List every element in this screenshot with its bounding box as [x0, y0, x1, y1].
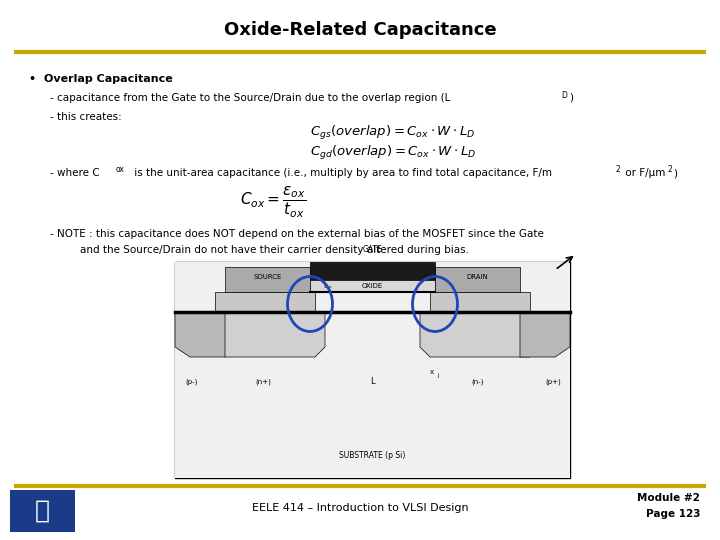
Text: $C_{gs}(overlap) = C_{ox} \cdot W \cdot L_D$: $C_{gs}(overlap) = C_{ox} \cdot W \cdot …: [310, 124, 475, 142]
Text: 2: 2: [615, 165, 620, 174]
Polygon shape: [215, 312, 325, 357]
Text: Overlap Capacitance: Overlap Capacitance: [44, 74, 173, 84]
Bar: [215, 292, 315, 322]
Text: j: j: [437, 373, 438, 377]
Text: (p+): (p+): [545, 379, 561, 385]
Text: - NOTE : this capacitance does NOT depend on the external bias of the MOSFET sin: - NOTE : this capacitance does NOT depen…: [50, 229, 544, 239]
Text: GATE: GATE: [363, 246, 382, 254]
Bar: [175, 262, 570, 478]
Text: $C_{ox} = \dfrac{\varepsilon_{ox}}{t_{ox}}$: $C_{ox} = \dfrac{\varepsilon_{ox}}{t_{ox…: [240, 185, 306, 220]
Text: tₒₓ: tₒₓ: [323, 283, 333, 289]
Text: and the Source/Drain do not have their carrier density altered during bias.: and the Source/Drain do not have their c…: [80, 245, 469, 255]
Text: (n+): (n+): [255, 379, 271, 385]
Text: (p-): (p-): [186, 379, 198, 385]
Text: •: •: [28, 74, 35, 84]
Bar: [435, 267, 520, 292]
FancyBboxPatch shape: [10, 490, 75, 532]
Text: - this creates:: - this creates:: [50, 112, 122, 122]
Text: SUBSTRATE (p Si): SUBSTRATE (p Si): [339, 451, 405, 461]
Text: $C_{gd}(overlap) = C_{ox} \cdot W \cdot L_D$: $C_{gd}(overlap) = C_{ox} \cdot W \cdot …: [310, 144, 477, 162]
Text: or F/μm: or F/μm: [622, 168, 665, 178]
Text: Module #2: Module #2: [637, 493, 700, 503]
Text: ox: ox: [116, 165, 125, 174]
Bar: [225, 267, 310, 292]
Polygon shape: [520, 312, 570, 357]
Bar: [310, 280, 435, 292]
Text: Oxide-Related Capacitance: Oxide-Related Capacitance: [224, 21, 496, 39]
Text: ): ): [673, 168, 677, 178]
Bar: [430, 292, 530, 322]
Text: OXIDE: OXIDE: [362, 283, 383, 289]
Text: 🐈: 🐈: [35, 499, 50, 523]
Text: EELE 414 – Introduction to VLSI Design: EELE 414 – Introduction to VLSI Design: [252, 503, 468, 513]
Bar: [175, 262, 570, 478]
Text: DRAIN: DRAIN: [467, 274, 488, 280]
Text: L: L: [370, 377, 375, 387]
Text: 2: 2: [667, 165, 672, 174]
Text: SOURCE: SOURCE: [253, 274, 282, 280]
Text: - where C: - where C: [50, 168, 99, 178]
Text: is the unit-area capacitance (i.e., multiply by area to find total capacitance, : is the unit-area capacitance (i.e., mult…: [131, 168, 552, 178]
Text: ): ): [569, 93, 573, 103]
Text: (n-): (n-): [472, 379, 485, 385]
Polygon shape: [175, 312, 225, 357]
Polygon shape: [420, 312, 540, 357]
Text: Page 123: Page 123: [646, 509, 700, 519]
Text: x: x: [430, 369, 434, 375]
Bar: [310, 262, 435, 280]
Text: D: D: [561, 91, 567, 99]
Text: - capacitance from the Gate to the Source/Drain due to the overlap region (L: - capacitance from the Gate to the Sourc…: [50, 93, 451, 103]
